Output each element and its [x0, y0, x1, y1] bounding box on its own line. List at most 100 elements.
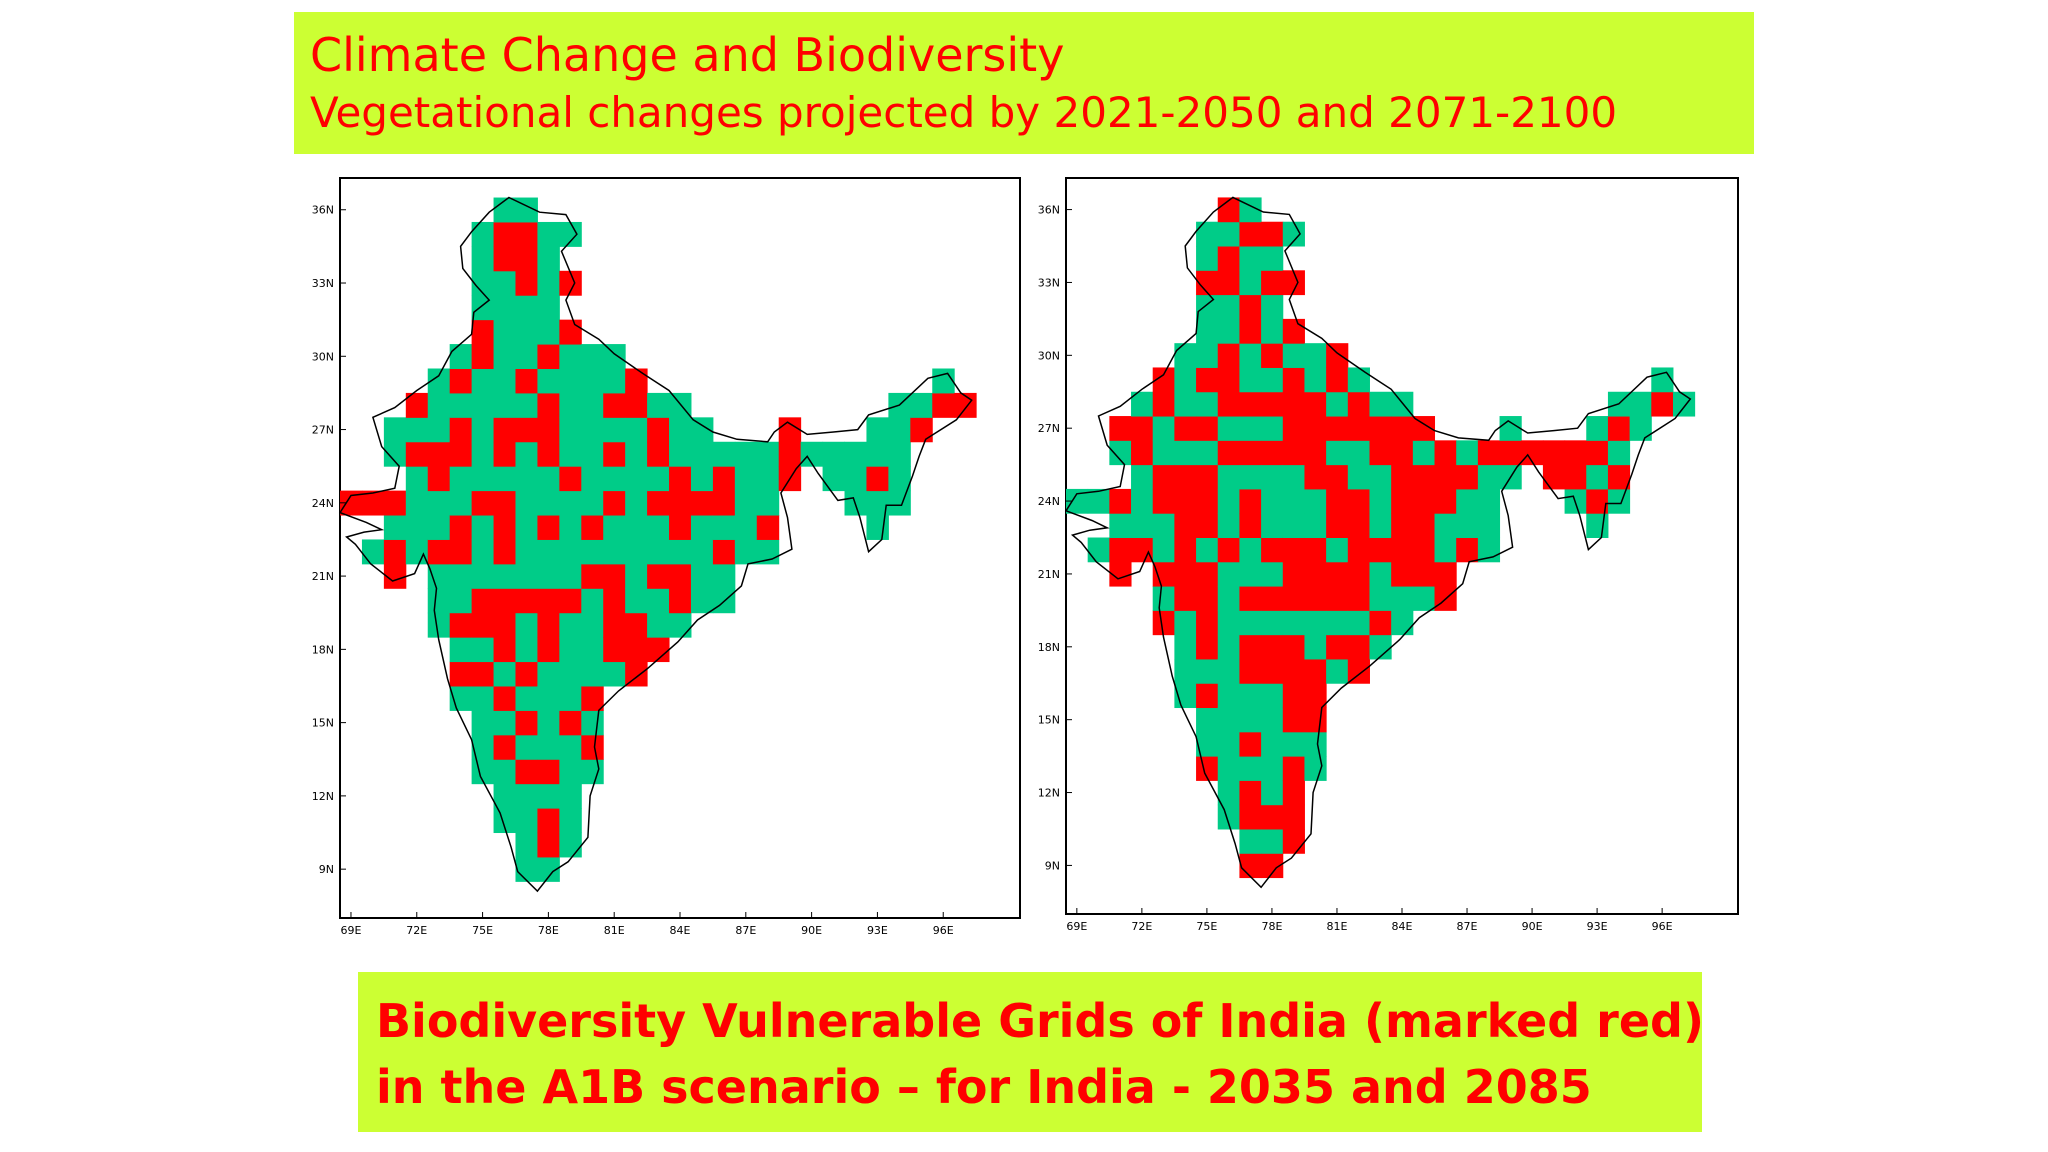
lon-tick-label: 72E [406, 924, 427, 937]
vulnerable-grid-cell [537, 808, 560, 834]
stable-grid-cell [515, 783, 538, 809]
lon-tick-label: 78E [1261, 920, 1282, 933]
vulnerable-grid-cell [471, 661, 495, 687]
vulnerable-grid-cell [1196, 561, 1219, 587]
stable-grid-cell [427, 612, 451, 638]
vulnerable-grid-cell [493, 441, 516, 467]
vulnerable-grid-cell [471, 319, 495, 345]
stable-grid-cell [537, 490, 560, 516]
stable-grid-cell [822, 441, 846, 467]
stable-grid-cell [581, 661, 604, 687]
vulnerable-grid-cell [493, 515, 516, 540]
lat-tick-label: 36N [312, 204, 334, 217]
vulnerable-grid-cell [1369, 440, 1392, 466]
vulnerable-grid-cell [1261, 586, 1284, 611]
stable-grid-cell [581, 588, 604, 614]
stable-grid-cell [844, 466, 867, 492]
stable-grid-cell [1412, 440, 1436, 466]
vulnerable-grid-cell [625, 661, 648, 687]
stable-grid-cell [515, 539, 538, 565]
stable-grid-cell [1152, 440, 1175, 466]
vulnerable-grid-cell [1369, 610, 1392, 636]
stable-grid-cell [1304, 756, 1327, 781]
stable-grid-cell [581, 441, 604, 467]
stable-grid-cell [1369, 391, 1392, 417]
stable-grid-cell [734, 441, 758, 467]
vulnerable-grid-cell [1261, 634, 1284, 660]
vulnerable-grid-cell [515, 759, 538, 785]
stable-grid-cell [1282, 488, 1305, 514]
stable-grid-cell [1196, 294, 1219, 320]
vulnerable-grid-cell [1282, 804, 1305, 830]
stable-grid-cell [1196, 658, 1219, 684]
stable-grid-cell [471, 515, 495, 540]
vulnerable-grid-cell [603, 441, 626, 467]
stable-grid-cell [471, 295, 495, 321]
stable-grid-cell [493, 563, 516, 589]
stable-grid-cell [690, 563, 714, 589]
stable-grid-cell [603, 515, 626, 540]
country-outline [338, 196, 973, 893]
vulnerable-grid-cell [1391, 561, 1414, 587]
stable-grid-cell [537, 685, 560, 711]
vulnerable-grid-cell [559, 466, 582, 492]
stable-grid-cell [559, 392, 582, 418]
vulnerable-grid-cell [559, 588, 582, 614]
vulnerable-grid-cell [1434, 561, 1457, 587]
vulnerable-grid-cell [405, 392, 429, 418]
stable-grid-cell [449, 392, 473, 418]
vulnerable-grid-cell [625, 392, 648, 418]
country-outline [1064, 196, 1692, 889]
vulnerable-grid-cell [647, 490, 670, 516]
vulnerable-grid-cell [537, 417, 560, 443]
stable-grid-cell [537, 270, 560, 296]
stable-grid-cell [1282, 343, 1305, 368]
stable-grid-cell [1196, 731, 1219, 757]
vulnerable-grid-cell [1326, 367, 1349, 393]
vulnerable-grid-cell [515, 417, 538, 443]
vulnerable-grid-cell [1196, 416, 1219, 441]
stable-grid-cell [537, 368, 560, 394]
vulnerable-grid-cell [1347, 488, 1370, 514]
vulnerable-grid-cell [712, 539, 736, 565]
stable-grid-cell [690, 441, 714, 467]
stable-grid-cell [559, 490, 582, 516]
stable-grid-cell [888, 441, 911, 467]
stable-grid-cell [515, 441, 538, 467]
vulnerable-grid-cell [669, 466, 692, 492]
lon-tick-label: 81E [604, 924, 625, 937]
vulnerable-grid-cell [1521, 440, 1544, 466]
stable-grid-cell [581, 344, 604, 369]
vulnerable-grid-cell [1239, 391, 1262, 417]
stable-grid-cell [1456, 513, 1479, 538]
vulnerable-grid-cell [427, 441, 451, 467]
lon-tick-label: 96E [933, 924, 954, 937]
vulnerable-grid-cell [383, 539, 407, 565]
vulnerable-grid-cell [493, 637, 516, 663]
vulnerable-grid-cell [1174, 561, 1197, 587]
map-panel-2035: 36N 33N 30N 27N 24N 21N 18N 15N 12N 9N 69E 72E 75E 78… [312, 177, 1021, 937]
vulnerable-grid-cell [493, 685, 516, 711]
stable-grid-cell [471, 685, 495, 711]
stable-grid-cell [1499, 416, 1522, 441]
stable-grid-cell [493, 319, 516, 345]
vulnerable-grid-cell [1326, 464, 1349, 490]
vulnerable-grid-cell [1131, 440, 1154, 466]
vulnerable-grid-cell [1391, 464, 1414, 490]
stable-grid-cell [427, 563, 451, 589]
vulnerable-grid-cell [603, 612, 626, 638]
stable-grid-cell [537, 466, 560, 492]
stable-grid-cell [449, 344, 473, 369]
lon-tick-label: 81E [1326, 920, 1347, 933]
stable-grid-cell [625, 588, 648, 614]
stable-grid-cell [1239, 246, 1262, 271]
stable-grid-cell [383, 417, 407, 443]
lon-tick-label: 96E [1652, 920, 1673, 933]
vulnerable-grid-cell [537, 441, 560, 467]
lon-tick-label: 69E [1066, 920, 1087, 933]
stable-grid-cell [888, 417, 911, 443]
stable-grid-cell [559, 539, 582, 565]
vulnerable-grid-cell [1196, 488, 1219, 514]
lat-tick-label: 27N [1038, 422, 1060, 435]
